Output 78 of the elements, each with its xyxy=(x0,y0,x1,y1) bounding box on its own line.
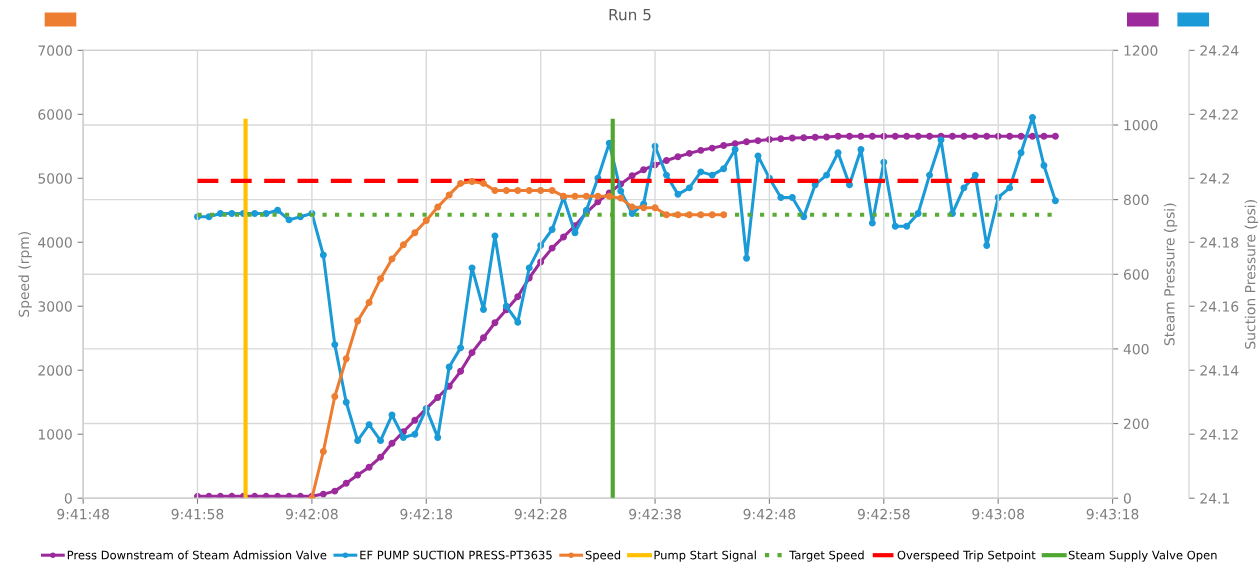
point xyxy=(365,298,373,306)
point xyxy=(468,178,476,185)
chart-title: Run 5 xyxy=(609,9,651,21)
point xyxy=(354,317,362,325)
point xyxy=(697,211,705,219)
point xyxy=(628,203,636,211)
y2-tick-label: 800 xyxy=(1123,194,1149,206)
point xyxy=(445,191,453,199)
point xyxy=(422,217,430,225)
point xyxy=(571,192,579,200)
point xyxy=(548,186,556,194)
legend-label: Target Speed xyxy=(789,550,864,562)
point xyxy=(708,211,716,219)
legend-label: Press Downstream of Steam Admission Valve xyxy=(67,550,327,560)
point xyxy=(388,255,396,263)
x-tick-label: 9:41:48 xyxy=(57,508,109,520)
point xyxy=(434,203,442,211)
point xyxy=(594,192,602,200)
y3-axis-title: Suction Pressure (psi) xyxy=(1244,200,1259,349)
point xyxy=(662,211,670,219)
point xyxy=(342,355,350,363)
point xyxy=(502,186,510,194)
y-tick-label: 3000 xyxy=(38,301,72,312)
point xyxy=(674,211,682,219)
x-tick-label: 9:43:18 xyxy=(1086,508,1139,520)
y2-tick-label: 1200 xyxy=(1124,45,1158,56)
x-tick-label: 9:42:08 xyxy=(286,508,338,520)
point xyxy=(617,194,625,202)
point xyxy=(537,186,545,194)
y-tick-label: 2000 xyxy=(38,365,72,376)
legend-label: Speed xyxy=(585,550,621,562)
y3-tick-label: 24.24 xyxy=(1200,45,1239,56)
point xyxy=(651,204,659,212)
point xyxy=(319,448,327,455)
y2-tick-label: 400 xyxy=(1123,343,1149,355)
legend-label: Pump Start Signal xyxy=(654,550,756,562)
y3-tick-label: 24.2 xyxy=(1200,173,1229,184)
y-tick-label: 7000 xyxy=(38,45,72,56)
point xyxy=(480,179,487,187)
y-tick-label: 4000 xyxy=(38,237,72,248)
y-axis-title: Speed (rpm) xyxy=(18,232,32,317)
point xyxy=(331,393,339,400)
y3-tick-label: 24.14 xyxy=(1200,365,1239,376)
point xyxy=(457,179,465,187)
point xyxy=(491,186,499,194)
point xyxy=(411,229,419,237)
x-tick-label: 9:42:48 xyxy=(743,508,796,520)
point xyxy=(399,241,407,249)
y-tick-label: 0 xyxy=(64,493,72,504)
x-tick-label: 9:42:28 xyxy=(514,508,567,520)
x-tick-label: 9:42:38 xyxy=(629,508,681,520)
x-tick-label: 9:43:08 xyxy=(972,508,1025,520)
point xyxy=(525,186,533,194)
y3-tick-label: 24.1 xyxy=(1200,493,1230,504)
legend-label: EF PUMP SUCTION PRESS-PT3635 xyxy=(360,550,552,560)
point xyxy=(685,211,693,219)
point xyxy=(640,204,648,212)
point xyxy=(377,275,385,283)
x-tick-label: 9:42:18 xyxy=(400,508,453,520)
y-tick-label: 6000 xyxy=(38,109,72,120)
y-tick-label: 5000 xyxy=(38,173,72,184)
legend-label: Overspeed Trip Setpoint xyxy=(897,550,1036,562)
x-tick-label: 9:41:58 xyxy=(171,508,224,520)
y3-tick-label: 24.22 xyxy=(1200,109,1238,120)
point xyxy=(582,192,590,200)
legend-label: Steam Supply Valve Open xyxy=(1068,550,1217,562)
y2-tick-label: 0 xyxy=(1123,493,1131,504)
x-tick-label: 9:42:58 xyxy=(857,508,910,520)
y-tick-label: 1000 xyxy=(38,429,72,440)
y2-axis-title: Steam Pressure (psi) xyxy=(1163,203,1178,346)
y2-tick-label: 600 xyxy=(1123,269,1149,280)
y2-tick-label: 1000 xyxy=(1124,119,1158,131)
y3-tick-label: 24.12 xyxy=(1200,429,1238,440)
point xyxy=(720,211,728,219)
y3-tick-label: 24.16 xyxy=(1200,301,1239,312)
point xyxy=(514,186,522,194)
y3-tick-label: 24.18 xyxy=(1200,237,1239,248)
y2-tick-label: 200 xyxy=(1124,418,1149,430)
